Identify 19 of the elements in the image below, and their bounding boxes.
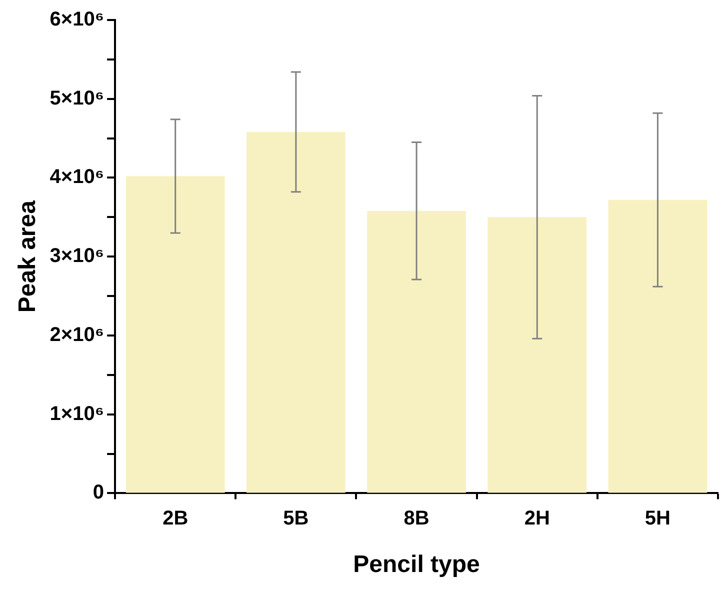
x-tick-label: 5H [644,508,670,530]
y-tick-label: 5×10⁶ [50,87,104,110]
bar [488,217,587,493]
bar [126,176,225,493]
y-tick-label: 2×10⁶ [50,324,104,346]
x-tick-label: 2B [162,508,188,530]
bar [367,210,466,493]
y-tick-label: 1×10⁶ [50,402,104,425]
x-tick-label: 5B [283,508,309,530]
bar [608,200,708,493]
y-axis-title: Peak area [14,200,42,313]
y-tick-label: 4×10⁶ [50,166,104,188]
y-tick-label: 6×10⁶ [50,8,104,31]
x-tick-label: 8B [404,508,430,530]
x-tick-label: 2H [524,508,550,530]
y-tick-label: 3×10⁶ [50,245,104,268]
y-tick-label: 0 [92,482,104,504]
bar [246,132,346,493]
x-axis-title: Pencil type [353,551,480,578]
